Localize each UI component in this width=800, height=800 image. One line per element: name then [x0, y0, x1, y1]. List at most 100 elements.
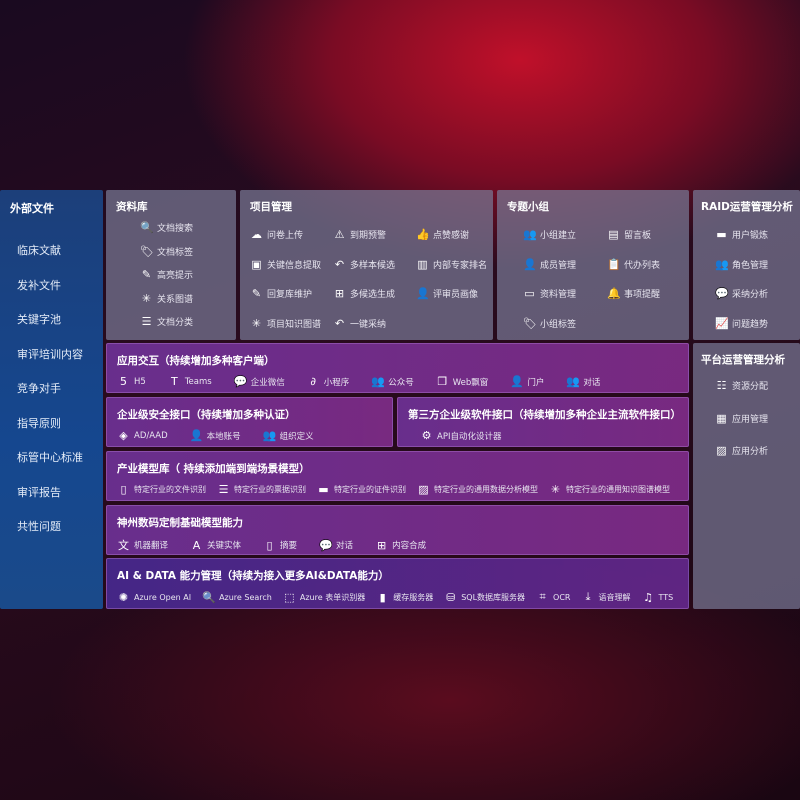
sidebar-item[interactable]: 审评报告 — [17, 485, 61, 499]
feature-label: 特定行业的通用数据分析模型 — [434, 485, 538, 494]
feature-label: 采纳分析 — [732, 290, 769, 300]
form-recognizer-icon: ⬚ — [284, 590, 295, 604]
feature-item[interactable]: 🔍 文档搜索 — [140, 221, 193, 234]
feature-item[interactable]: ⊞ 内容合成 — [375, 537, 426, 553]
sidebar-item[interactable]: 标管中心标准 — [17, 451, 83, 464]
feature-item[interactable]: 👤 成员管理 — [523, 258, 576, 271]
feature-item[interactable]: 🏷 小组标签 — [523, 317, 576, 330]
feature-item[interactable]: 👥 小组建立 — [523, 228, 576, 241]
feature-item[interactable]: ▤ 留言板 — [607, 228, 651, 241]
feature-item[interactable]: ♫ TTS — [642, 590, 674, 604]
pen-icon: ✎ — [141, 268, 152, 281]
speech-icon: ⤓ — [585, 590, 591, 603]
feature-item[interactable]: 🔔 事项提醒 — [607, 287, 660, 300]
feature-item[interactable]: 🏷 文档标签 — [140, 245, 193, 258]
feature-item[interactable]: 🔍 Azure Search — [202, 590, 272, 604]
feature-item[interactable]: ⤓ 语音理解 — [582, 590, 631, 604]
feature-item[interactable]: 💬 采纳分析 — [715, 287, 768, 300]
feature-item[interactable]: ↶ 一键采纳 — [333, 317, 386, 330]
gear-icon: ⚙ — [421, 429, 432, 442]
feature-item[interactable]: ⊞ 多候选生成 — [333, 287, 395, 300]
file-icon: ▯ — [120, 483, 127, 496]
panel-title: 专题小组 — [507, 201, 549, 213]
feature-item[interactable]: ▨ 特定行业的通用数据分析模型 — [417, 483, 538, 496]
edit-icon: ✎ — [251, 287, 262, 300]
id-card-icon: ▬ — [318, 483, 329, 496]
feature-item[interactable]: ✎ 回复库维护 — [250, 287, 312, 300]
sidebar-item[interactable]: 竞争对手 — [17, 382, 61, 395]
feature-item[interactable]: ⚠ 到期预警 — [333, 228, 386, 241]
feature-label: 摘要 — [280, 541, 298, 551]
feature-item[interactable]: ⚙ API自动化设计器 — [420, 429, 502, 442]
feature-item[interactable]: 👥 公众号 — [371, 375, 414, 388]
tag-icon: 🏷 — [140, 244, 154, 258]
chart-icon: ▨ — [418, 483, 429, 496]
id-card-icon: ▬ — [716, 228, 727, 241]
feature-item[interactable]: 5 H5 — [117, 375, 146, 388]
feature-item[interactable]: ✺ Azure Open AI — [117, 590, 191, 604]
feature-item[interactable]: ▯ 摘要 — [263, 537, 298, 553]
feature-item[interactable]: ⌗ OCR — [536, 590, 570, 604]
feature-item[interactable]: ☰ 文档分类 — [140, 315, 193, 328]
feature-item[interactable]: 👤 本地账号 — [190, 429, 241, 442]
feature-item[interactable]: A 关键实体 — [190, 537, 241, 553]
receipt-icon: ☰ — [218, 483, 229, 496]
feature-item[interactable]: 👥 组织定义 — [263, 429, 314, 442]
feature-item[interactable]: ▥ 内部专家排名 — [416, 258, 487, 271]
feature-label: 角色管理 — [732, 260, 769, 271]
feature-label: 机器翻译 — [134, 541, 169, 551]
feature-item[interactable]: 👍 点赞感谢 — [416, 228, 469, 241]
feature-item[interactable]: 👥 角色管理 — [715, 258, 768, 271]
feature-item[interactable]: ✎ 高亮提示 — [140, 268, 193, 281]
feature-item[interactable]: ◈ AD/AAD — [117, 429, 167, 442]
feature-item[interactable]: ☁ 问卷上传 — [250, 228, 303, 241]
feature-label: SQL数据库服务器 — [461, 592, 526, 602]
feature-label: 到期预警 — [350, 231, 387, 241]
feature-item[interactable]: ☷ 资源分配 — [715, 379, 768, 392]
checklist-icon: ☷ — [716, 379, 727, 392]
sidebar-item[interactable]: 审评培训内容 — [17, 347, 83, 361]
feature-item[interactable]: ✳ 关系图谱 — [140, 292, 193, 305]
feature-item[interactable]: ∂ 小程序 — [307, 375, 349, 388]
feature-item[interactable]: 👥 对话 — [566, 375, 600, 388]
feature-item[interactable]: ▯ 特定行业的文件识别 — [117, 483, 206, 496]
feature-item[interactable]: T Teams — [168, 375, 212, 388]
sidebar-item[interactable]: 共性问题 — [17, 520, 61, 533]
feature-label: 特定行业的票据识别 — [234, 485, 306, 494]
feature-label: 评审员画像 — [433, 290, 479, 300]
reply-icon: ↶ — [334, 316, 345, 330]
sidebar-item[interactable]: 临床文献 — [17, 244, 61, 257]
feature-item[interactable]: ▣ 关键信息提取 — [250, 258, 321, 271]
feature-label: 对话 — [336, 541, 354, 551]
feature-item[interactable]: ⛁ SQL数据库服务器 — [444, 590, 525, 604]
feature-item[interactable]: 📋 代办列表 — [607, 258, 660, 271]
document-list-icon: ☰ — [141, 315, 152, 328]
sidebar-item[interactable]: 指导原则 — [17, 416, 61, 430]
feature-item[interactable]: 文机器翻译 — [117, 537, 168, 553]
feature-item[interactable]: 💬 企业微信 — [234, 375, 285, 388]
feature-item[interactable]: ▬ 特定行业的证件识别 — [317, 483, 406, 496]
feature-item[interactable]: ▮ 缓存服务器 — [376, 590, 434, 604]
feature-item[interactable]: ↶ 多样本候选 — [333, 258, 395, 271]
feature-item[interactable]: ▬ 用户锻炼 — [715, 228, 768, 241]
feature-item[interactable]: 👤 评审员画像 — [416, 287, 478, 300]
feature-item[interactable]: ✳ 特定行业的通用知识图谱模型 — [549, 483, 670, 496]
feature-item[interactable]: 💬 对话 — [319, 537, 353, 553]
feature-label: 小组标签 — [540, 319, 577, 330]
feature-item[interactable]: ▦ 应用管理 — [715, 412, 768, 425]
feature-item[interactable]: ▨ 应用分析 — [715, 444, 768, 457]
feature-item[interactable]: ⬚ Azure 表单识别器 — [283, 590, 365, 604]
feature-item[interactable]: ❐ Web飘窗 — [436, 375, 488, 388]
feature-label: 问卷上传 — [267, 231, 304, 241]
miniprogram-icon: ∂ — [310, 375, 317, 388]
feature-item[interactable]: 📈 问题趋势 — [715, 317, 768, 330]
sidebar-item[interactable]: 关键字池 — [17, 313, 61, 326]
feature-item[interactable]: ✳ 项目知识图谱 — [250, 317, 321, 330]
feature-item[interactable]: ☰ 特定行业的票据识别 — [217, 483, 306, 496]
feature-label: 内容合成 — [392, 541, 427, 551]
feature-label: TTS — [658, 592, 674, 602]
sidebar-item[interactable]: 发补文件 — [17, 278, 61, 292]
feature-item[interactable]: 👤 门户 — [510, 375, 544, 388]
feature-label: Azure 表单识别器 — [299, 592, 366, 602]
feature-item[interactable]: ▭ 资料管理 — [523, 287, 576, 300]
